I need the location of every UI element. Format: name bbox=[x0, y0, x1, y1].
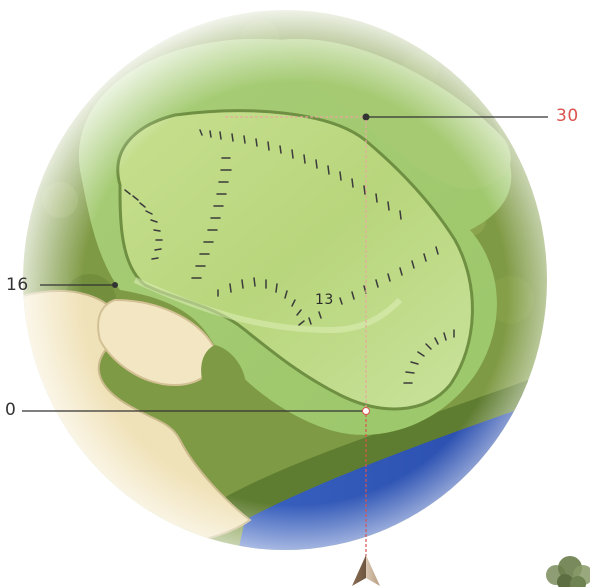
back-distance-label: 30 bbox=[556, 106, 579, 126]
left-distance-label: 16 bbox=[6, 275, 29, 295]
measurement-guides bbox=[22, 113, 548, 565]
arrow-up-icon bbox=[352, 555, 380, 586]
left-point bbox=[112, 282, 118, 288]
slope-label: 13 bbox=[315, 292, 334, 308]
front-distance-label: 0 bbox=[5, 400, 17, 420]
back-point bbox=[362, 113, 370, 121]
front-point bbox=[362, 407, 370, 415]
tree-icon bbox=[546, 556, 590, 587]
